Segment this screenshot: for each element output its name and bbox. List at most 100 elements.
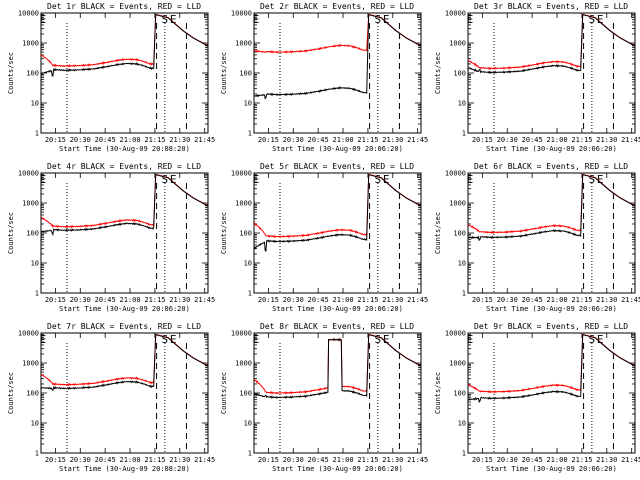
x-axis-label: Start Time (30-Aug-09 20:06:20): [272, 145, 403, 153]
x-tick-label: 20:15: [258, 456, 279, 464]
y-tick-label: 1: [462, 290, 466, 298]
y-tick-label: 1: [248, 450, 252, 458]
y-axis-label: Counts/sec: [434, 372, 442, 414]
y-tick-label: 1000: [235, 360, 252, 368]
y-axis-label: Counts/sec: [220, 212, 228, 254]
marker-end: E: [383, 173, 390, 186]
x-tick-label: 21:15: [571, 296, 592, 304]
x-tick-label: 21:15: [357, 296, 378, 304]
y-tick-label: 10: [31, 100, 39, 108]
lld-series-line: [468, 173, 635, 235]
x-tick-label: 20:15: [472, 456, 493, 464]
lld-series-line: [254, 333, 421, 395]
y-tick-label: 1: [248, 130, 252, 138]
marker-mid: S: [375, 333, 382, 346]
marker-end: E: [597, 13, 604, 26]
y-tick-label: 1000: [449, 360, 466, 368]
x-axis-label: Start Time (30-Aug-09 20:06:20): [486, 145, 617, 153]
y-tick-label: 100: [453, 390, 466, 398]
y-tick-label: 100: [239, 70, 252, 78]
x-tick-label: 21:30: [596, 136, 617, 144]
y-tick-label: 10000: [231, 330, 252, 338]
y-tick-label: 10: [244, 100, 252, 108]
x-tick-label: 20:30: [70, 136, 91, 144]
x-tick-label: 21:30: [169, 296, 190, 304]
x-tick-label: 21:45: [407, 136, 428, 144]
marker-start: E: [253, 13, 260, 26]
x-tick-label: 21:30: [596, 296, 617, 304]
y-tick-label: 1000: [449, 200, 466, 208]
lld-series-line: [468, 13, 635, 70]
y-tick-label: 10: [31, 260, 39, 268]
x-tick-label: 21:00: [546, 456, 567, 464]
y-tick-label: 1000: [22, 40, 39, 48]
marker-start: E: [467, 13, 474, 26]
events-series-line: [41, 333, 208, 391]
x-tick-label: 20:45: [95, 136, 116, 144]
y-tick-label: 10000: [231, 10, 252, 18]
x-tick-label: 20:45: [308, 456, 329, 464]
y-tick-label: 100: [26, 390, 39, 398]
y-tick-label: 1: [35, 450, 39, 458]
x-tick-label: 20:15: [258, 136, 279, 144]
events-series-line: [254, 173, 421, 252]
x-tick-label: 20:45: [522, 456, 543, 464]
x-axis-label: Start Time (30-Aug-09 20:06:20): [272, 305, 403, 313]
y-axis-label: Counts/sec: [7, 372, 15, 414]
panel-title: Det 1r BLACK = Events, RED = LLD: [47, 2, 201, 11]
x-tick-label: 21:45: [621, 456, 640, 464]
panel-title: Det 4r BLACK = Events, RED = LLD: [47, 162, 201, 171]
y-axis-label: Counts/sec: [434, 212, 442, 254]
x-tick-label: 21:45: [621, 136, 640, 144]
x-tick-label: 20:15: [472, 136, 493, 144]
marker-start: E: [40, 173, 47, 186]
events-series-line: [468, 173, 635, 242]
panel-det-1r: Det 1r BLACK = Events, RED = LLD 1 10 100 10…: [7, 2, 215, 153]
y-tick-label: 10000: [18, 10, 39, 18]
y-tick-label: 1: [248, 290, 252, 298]
y-axis-label: Counts/sec: [434, 52, 442, 94]
marker-start: E: [253, 333, 260, 346]
x-tick-label: 21:00: [332, 296, 353, 304]
x-tick-label: 21:45: [194, 136, 215, 144]
y-tick-label: 10000: [18, 330, 39, 338]
lld-series-line: [468, 333, 635, 394]
x-tick-label: 20:30: [70, 456, 91, 464]
y-tick-label: 10000: [231, 170, 252, 178]
x-tick-label: 20:45: [522, 296, 543, 304]
marker-start: E: [253, 173, 260, 186]
x-tick-label: 21:15: [571, 456, 592, 464]
x-tick-label: 20:30: [283, 296, 304, 304]
x-tick-label: 21:45: [194, 456, 215, 464]
y-tick-label: 1000: [449, 40, 466, 48]
x-tick-label: 21:00: [119, 296, 140, 304]
y-tick-label: 1: [462, 450, 466, 458]
y-tick-label: 100: [453, 230, 466, 238]
y-tick-label: 1000: [22, 360, 39, 368]
panel-det-4r: Det 4r BLACK = Events, RED = LLD 1 10 100 10…: [7, 162, 215, 313]
x-tick-label: 21:15: [144, 456, 165, 464]
events-series-line: [468, 333, 635, 404]
lld-series-line: [41, 13, 208, 68]
y-tick-label: 10: [31, 420, 39, 428]
x-tick-label: 21:15: [357, 136, 378, 144]
x-axis-label: Start Time (30-Aug-09 20:06:20): [486, 465, 617, 473]
x-tick-label: 20:15: [258, 296, 279, 304]
x-tick-label: 21:00: [119, 136, 140, 144]
x-axis-label: Start Time (30-Aug-09 20:06:20): [272, 465, 403, 473]
marker-mid: S: [162, 333, 169, 346]
x-tick-label: 20:45: [308, 296, 329, 304]
y-tick-label: 1: [35, 290, 39, 298]
x-tick-label: 21:30: [169, 456, 190, 464]
y-axis-label: Counts/sec: [7, 52, 15, 94]
x-tick-label: 20:30: [70, 296, 91, 304]
x-tick-label: 21:15: [144, 136, 165, 144]
y-tick-label: 100: [239, 390, 252, 398]
x-tick-label: 21:00: [332, 136, 353, 144]
lld-series-line: [41, 333, 208, 387]
y-tick-label: 10: [458, 420, 466, 428]
marker-end: E: [383, 13, 390, 26]
panel-det-5r: Det 5r BLACK = Events, RED = LLD 1 10 100 10…: [220, 162, 428, 313]
y-axis-label: Counts/sec: [220, 372, 228, 414]
